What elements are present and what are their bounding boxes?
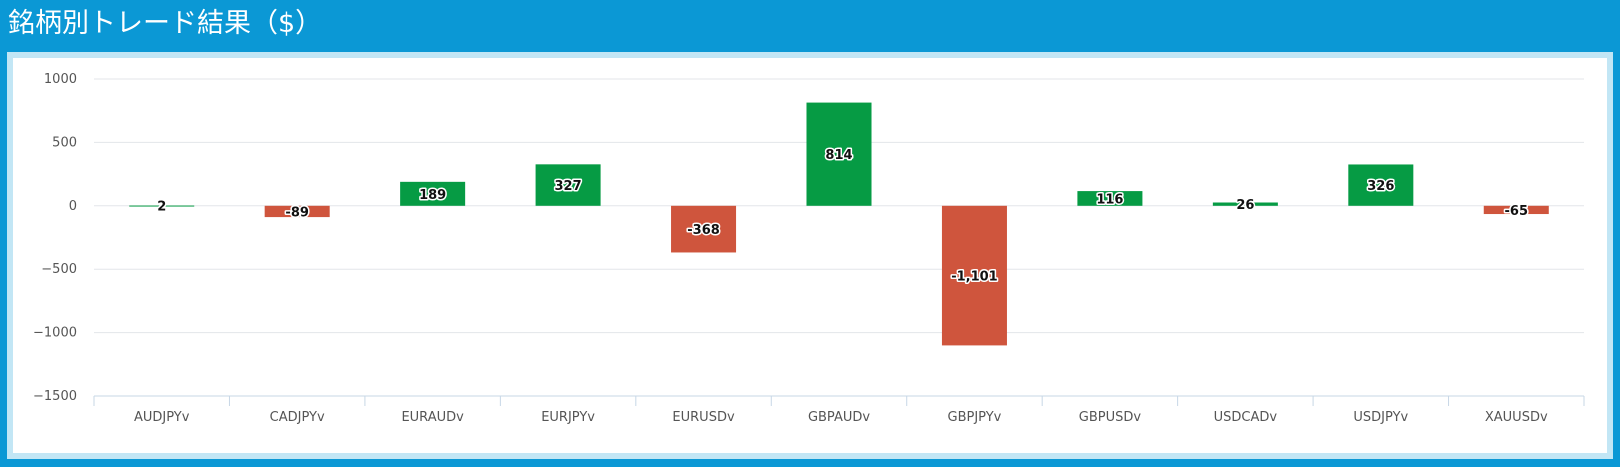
x-tick-label: USDJPYv xyxy=(1353,410,1408,425)
data-label: 327 xyxy=(555,179,582,194)
y-tick-label: −1500 xyxy=(33,389,77,404)
x-tick-label: GBPUSDv xyxy=(1079,410,1142,425)
x-tick-label: EURAUDv xyxy=(401,410,464,425)
bar xyxy=(129,205,195,207)
x-tick-label: EURJPYv xyxy=(541,410,595,425)
bar xyxy=(1348,164,1414,206)
bar xyxy=(806,102,872,206)
bar xyxy=(400,181,466,206)
page-title: 銘柄別トレード結果（$） xyxy=(8,8,323,39)
bar xyxy=(671,205,737,253)
data-label: 814 xyxy=(825,148,852,163)
x-tick-label: GBPJPYv xyxy=(948,410,1002,425)
y-tick-label: 500 xyxy=(52,135,77,150)
data-label: 326 xyxy=(1367,179,1394,194)
y-tick-label: 0 xyxy=(69,199,77,214)
x-tick-label: CADJPYv xyxy=(270,410,325,425)
data-label: 116 xyxy=(1096,192,1123,207)
x-tick-label: USDCADv xyxy=(1214,410,1278,425)
data-label: 189 xyxy=(419,188,446,203)
data-label: -65 xyxy=(1505,204,1529,219)
x-tick-label: XAUUSDv xyxy=(1485,410,1548,425)
x-tick-label: EURUSDv xyxy=(672,410,735,425)
data-label: -1,101 xyxy=(951,270,998,285)
header-bar: 銘柄別トレード結果（$） xyxy=(0,0,1620,46)
bar xyxy=(1212,202,1278,206)
x-tick-label: GBPAUDv xyxy=(808,410,870,425)
y-tick-label: −500 xyxy=(41,262,77,277)
y-tick-label: −1000 xyxy=(33,326,77,341)
data-label: 26 xyxy=(1236,198,1254,213)
data-label: -368 xyxy=(687,223,720,238)
bar xyxy=(941,205,1007,346)
x-tick-label: AUDJPYv xyxy=(134,410,190,425)
y-tick-label: 1000 xyxy=(44,72,77,87)
bar xyxy=(264,205,330,218)
data-label: 2 xyxy=(157,200,166,215)
bar xyxy=(1077,191,1143,206)
bar xyxy=(535,164,601,206)
data-label: -89 xyxy=(285,205,309,220)
bar xyxy=(1483,205,1549,215)
